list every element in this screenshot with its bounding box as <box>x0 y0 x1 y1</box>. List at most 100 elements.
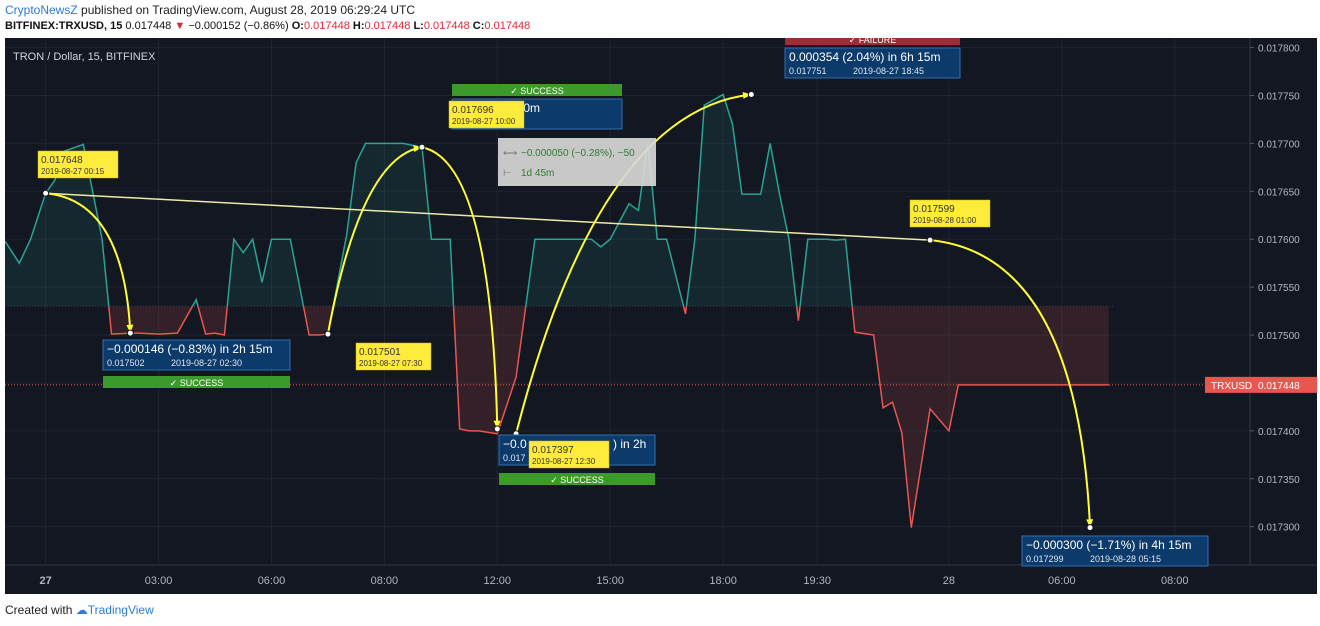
yellow-label-box <box>528 440 610 469</box>
x-tick-label: 27 <box>40 575 52 587</box>
status-badge-text: ✓ FAILURE <box>849 38 897 45</box>
arrow-head <box>126 324 134 334</box>
projection-label[interactable]: 0.000354 (2.04%) in 6h 15m 0.017751 2019-0… <box>784 33 961 79</box>
projection-change: 0.000354 (2.04%) in 6h 15m <box>789 50 940 64</box>
chart-background <box>5 38 1317 594</box>
projection-label[interactable]: −0.000300 (−1.71%) in 4h 15m 0.017299 2019… <box>1021 535 1209 567</box>
anchor-point[interactable] <box>126 329 134 337</box>
measure-tooltip: ⟷ −0.000050 (−0.28%), −50 ⊢ 1d 45m <box>498 138 656 186</box>
measure-tooltip-box <box>498 138 656 186</box>
arrow-head <box>493 420 501 429</box>
anchor-point[interactable] <box>42 189 50 197</box>
projection-label[interactable]: −0.000146 (−0.83%) in 2h 15m 0.017502 2019… <box>102 339 291 388</box>
price-line-down <box>108 306 1109 528</box>
yellow-label-date: 2019-08-27 07:30 <box>359 359 423 368</box>
anchor-point[interactable] <box>324 330 332 338</box>
footer: Created with ☁TradingView <box>5 603 154 617</box>
projection-box <box>102 339 291 371</box>
projection-arc <box>421 146 499 429</box>
x-tick-label: 08:00 <box>1161 575 1189 587</box>
author-link[interactable]: CryptoNewsZ <box>5 3 78 17</box>
projection-price: 0.017751 <box>789 66 827 76</box>
x-tick-label: 19:30 <box>803 575 831 587</box>
high-value: 0.017448 <box>364 20 411 32</box>
open-label: O: <box>291 20 304 32</box>
time-axis[interactable]: 27 03:00 06:00 08:00 12:00 15:00 18:00 19:30 28 0… <box>40 575 1189 587</box>
projection-price: 0.017 <box>503 453 526 463</box>
price-change: −0.000152 (−0.86%) <box>188 20 289 32</box>
status-badge <box>452 84 622 96</box>
publish-info: published on TradingView.com, August 28,… <box>77 3 416 17</box>
status-badge-text: ✓ SUCCESS <box>510 86 564 96</box>
projection-arc <box>326 146 423 335</box>
projection-box <box>1021 535 1209 567</box>
y-tick-label: 0.017350 <box>1258 475 1300 486</box>
close-value: 0.017448 <box>484 20 531 32</box>
tradingview-link[interactable]: TradingView <box>87 603 154 617</box>
trend-line <box>45 192 931 241</box>
projection-date: 2019-08-27 02:30 <box>171 358 242 368</box>
projection-change: −0.0 <box>503 437 527 451</box>
price-axis-background <box>1250 38 1317 565</box>
status-badge-text: ✓ SUCCESS <box>170 378 224 388</box>
area-fill-down <box>5 306 1109 528</box>
anchor-point[interactable] <box>493 425 501 433</box>
price-axis[interactable]: 0.0173000.0173500.0174000.0174500.017500… <box>1205 44 1317 534</box>
chart-title: TRON / Dollar, 15, BITFINEX <box>13 51 156 63</box>
projection-arc <box>515 93 752 434</box>
projection-change-tail: ) in 2h <box>613 437 646 451</box>
ohlc-line: BITFINEX:TRXUSD, 15 0.017448 ▼ −0.000152… <box>5 20 530 32</box>
yellow-label-date: 2019-08-28 01:00 <box>913 216 977 225</box>
projection-arc <box>929 239 1092 528</box>
y-tick-label: 0.017600 <box>1258 235 1300 246</box>
tradingview-cloud-icon: ☁ <box>75 603 88 617</box>
y-tick-label: 0.017750 <box>1258 91 1300 102</box>
arrow-head <box>742 91 752 99</box>
symbol-info: BITFINEX:TRXUSD, 15 <box>5 20 123 32</box>
projection-arc <box>45 192 132 334</box>
yellow-label-box <box>37 150 119 179</box>
down-arrow-icon: ▼ <box>174 20 186 32</box>
yellow-label-price: 0.017397 <box>532 445 574 456</box>
status-badge-text: ✓ SUCCESS <box>550 475 604 485</box>
publish-line: CryptoNewsZ published on TradingView.com… <box>5 3 415 17</box>
measure-duration: 1d 45m <box>521 168 554 179</box>
yellow-label-box <box>355 342 432 371</box>
y-tick-label: 0.017500 <box>1258 331 1300 342</box>
duration-icon: ⊢ <box>503 168 512 179</box>
area-fills <box>5 94 1109 528</box>
x-tick-label: 18:00 <box>709 575 737 587</box>
yellow-label-date: 2019-08-27 10:00 <box>452 117 516 126</box>
current-price-tag <box>1205 376 1317 393</box>
high-label: H: <box>352 20 365 32</box>
x-tick-label: 12:00 <box>484 575 512 587</box>
y-tick-label: 0.017550 <box>1258 283 1300 294</box>
anchor-point[interactable] <box>1086 524 1094 532</box>
measure-change: −0.000050 (−0.28%), −50 <box>521 148 635 159</box>
y-tick-label: 0.017300 <box>1258 523 1300 534</box>
yellow-label-box <box>909 199 991 228</box>
chart-container[interactable]: −0.000146 (−0.83%) in 2h 15m 0.017502 2019… <box>5 33 1317 594</box>
projection-price: 0.017299 <box>1026 554 1064 564</box>
drawing-overlay: −0.000146 (−0.83%) in 2h 15m 0.017502 2019… <box>5 33 1250 567</box>
yellow-label-price: 0.017696 <box>452 105 494 116</box>
x-tick-label: 15:00 <box>596 575 624 587</box>
x-tick-label: 03:00 <box>145 575 173 587</box>
yellow-label-date: 2019-08-27 00:15 <box>41 167 105 176</box>
open-value: 0.017448 <box>303 20 350 32</box>
last-price: 0.017448 <box>125 20 172 32</box>
yellow-label-box <box>448 100 525 129</box>
anchor-point[interactable] <box>747 91 755 99</box>
status-badge <box>103 376 290 388</box>
projection-change: −0.000300 (−1.71%) in 4h 15m <box>1026 538 1191 552</box>
anchor-point[interactable] <box>418 143 426 151</box>
anchor-point[interactable] <box>926 236 934 244</box>
yellow-label-price: 0.017501 <box>359 347 401 358</box>
x-tick-label: 06:00 <box>1048 575 1076 587</box>
price-chart[interactable]: −0.000146 (−0.83%) in 2h 15m 0.017502 2019… <box>5 33 1317 594</box>
